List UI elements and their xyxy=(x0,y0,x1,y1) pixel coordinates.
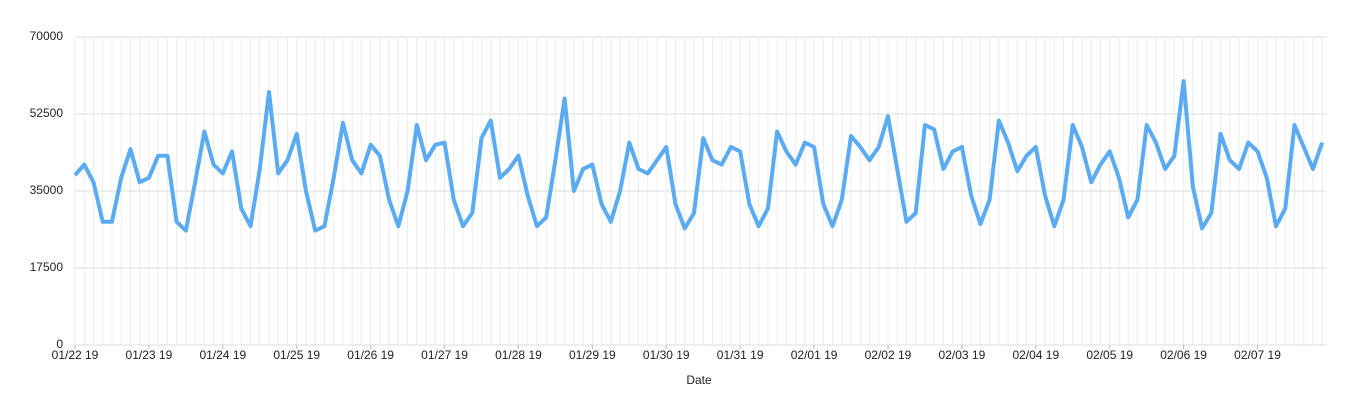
x-tick-label: 01/22 19 xyxy=(52,348,99,362)
x-tick-label: 02/02 19 xyxy=(865,348,912,362)
x-tick-label: 02/06 19 xyxy=(1160,348,1207,362)
x-tick-label: 02/03 19 xyxy=(939,348,986,362)
y-tick-label: 17500 xyxy=(30,260,64,274)
x-tick-label: 02/01 19 xyxy=(791,348,838,362)
x-tick-label: 01/29 19 xyxy=(569,348,616,362)
y-tick-label: 0 xyxy=(56,337,63,351)
x-axis-label: Date xyxy=(686,373,712,387)
x-tick-label: 01/31 19 xyxy=(717,348,764,362)
y-tick-label: 35000 xyxy=(30,183,64,197)
x-tick-label: 01/25 19 xyxy=(273,348,320,362)
x-tick-label: 01/27 19 xyxy=(421,348,468,362)
data-line xyxy=(73,79,1325,233)
y-tick-label: 52500 xyxy=(30,106,64,120)
y-tick-label: 70000 xyxy=(30,29,64,43)
x-tick-label: 01/24 19 xyxy=(199,348,246,362)
x-tick-label: 01/23 19 xyxy=(126,348,173,362)
x-tick-label: 02/07 19 xyxy=(1234,348,1281,362)
x-tick-label: 02/04 19 xyxy=(1012,348,1059,362)
x-tick-label: 01/26 19 xyxy=(347,348,394,362)
x-tick-label: 01/28 19 xyxy=(495,348,542,362)
x-tick-label: 02/05 19 xyxy=(1086,348,1133,362)
x-tick-label: 01/30 19 xyxy=(643,348,690,362)
